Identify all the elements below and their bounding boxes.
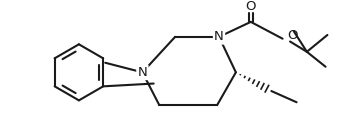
Text: O: O	[287, 29, 298, 42]
Text: N: N	[214, 30, 224, 43]
Text: N: N	[138, 66, 147, 79]
Text: O: O	[246, 0, 256, 12]
